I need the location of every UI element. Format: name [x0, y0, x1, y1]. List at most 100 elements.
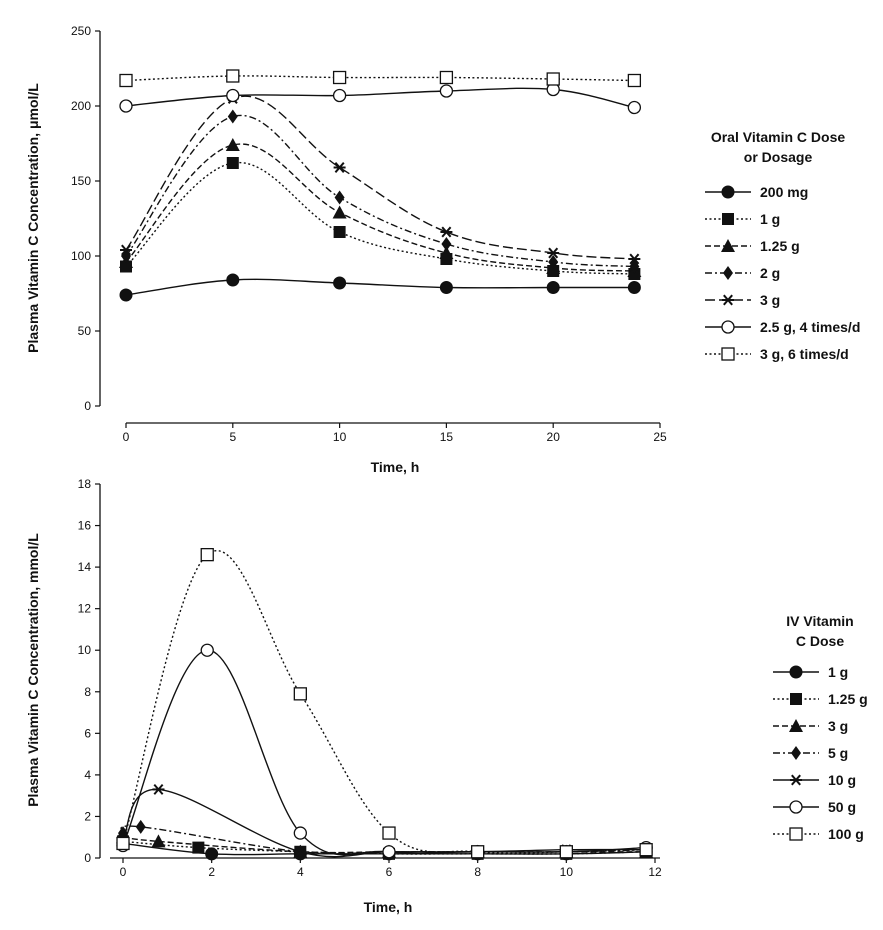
- legend-item: 200 mg: [705, 184, 808, 200]
- legend-marker: [789, 665, 803, 679]
- y-tick-label: 18: [78, 477, 92, 491]
- legend-item: 100 g: [773, 826, 864, 842]
- legend-marker: [721, 320, 735, 334]
- data-point: [225, 138, 240, 151]
- legend-marker: [790, 774, 802, 786]
- legend-label: 3 g: [760, 292, 780, 308]
- legend-label: 1.25 g: [828, 691, 868, 707]
- legend-marker: [789, 800, 803, 814]
- data-point: [293, 687, 307, 701]
- data-point: [639, 843, 653, 857]
- series-100-g: [116, 547, 653, 859]
- data-point: [333, 162, 346, 173]
- legend-label: 5 g: [828, 745, 848, 761]
- data-point: [226, 88, 240, 103]
- legend-item: 50 g: [773, 799, 856, 815]
- legend-marker: [722, 213, 734, 225]
- x-tick-label: 25: [653, 430, 667, 444]
- data-point: [119, 99, 133, 113]
- data-point: [548, 255, 559, 269]
- x-tick-label: 15: [440, 430, 454, 444]
- top-y-axis-label: Plasma Vitamin C Concentration, μmol/L: [25, 83, 41, 353]
- data-point: [200, 547, 214, 562]
- data-point: [441, 237, 452, 251]
- top-legend-title-line2: or Dosage: [744, 149, 813, 165]
- series-line: [122, 550, 647, 855]
- legend-label: 10 g: [828, 772, 856, 788]
- legend-marker: [789, 719, 803, 732]
- y-tick-label: 0: [84, 851, 91, 865]
- top-series-group: [119, 69, 642, 302]
- legend-label: 3 g: [828, 718, 848, 734]
- y-tick-label: 4: [84, 768, 91, 782]
- top-legend-title-line1: Oral Vitamin C Dose: [711, 129, 846, 145]
- data-point: [152, 783, 165, 795]
- x-tick-label: 8: [474, 865, 481, 879]
- data-point: [226, 273, 240, 287]
- data-point: [439, 84, 454, 98]
- x-tick-label: 5: [229, 430, 236, 444]
- bottom-legend-title-line1: IV Vitamin: [786, 613, 853, 629]
- x-tick-label: 10: [560, 865, 574, 879]
- series-50-g: [116, 643, 653, 859]
- legend-marker: [722, 294, 734, 306]
- data-point: [333, 276, 347, 290]
- legend-marker: [721, 347, 735, 361]
- legend-label: 100 g: [828, 826, 864, 842]
- legend-marker: [721, 185, 735, 199]
- data-point: [120, 244, 132, 256]
- data-point: [119, 288, 133, 302]
- legend-item: 3 g: [705, 292, 780, 308]
- x-tick-label: 4: [297, 865, 304, 879]
- y-tick-label: 16: [78, 519, 92, 533]
- y-tick-label: 2: [84, 809, 91, 823]
- data-point: [332, 70, 347, 85]
- series-line: [125, 161, 635, 275]
- data-point: [559, 845, 573, 859]
- x-tick-label: 12: [648, 865, 662, 879]
- legend-marker: [721, 239, 735, 252]
- x-tick-label: 20: [547, 430, 561, 444]
- legend-item: 3 g, 6 times/d: [705, 346, 849, 362]
- legend-item: 1 g: [773, 664, 848, 680]
- data-point: [627, 281, 641, 294]
- legend-marker: [790, 693, 802, 705]
- y-tick-label: 6: [84, 726, 91, 740]
- data-point: [334, 190, 345, 205]
- y-tick-label: 200: [71, 99, 91, 113]
- bottom-y-ticks: 0 2 4 6 8 10 12 14 16 18: [78, 477, 100, 865]
- data-point: [151, 834, 166, 848]
- x-tick-label: 0: [123, 430, 130, 444]
- legend-label: 2.5 g, 4 times/d: [760, 319, 860, 335]
- bottom-legend-title-line2: C Dose: [796, 633, 844, 649]
- x-tick-label: 6: [386, 865, 393, 879]
- data-point: [439, 246, 454, 259]
- data-point: [546, 72, 560, 86]
- legend-label: 2 g: [760, 265, 780, 281]
- data-point: [440, 226, 453, 238]
- data-point: [627, 100, 642, 115]
- data-point: [294, 846, 307, 858]
- legend-label: 1 g: [760, 211, 780, 227]
- bottom-y-axis-label: Plasma Vitamin C Concentration, mmol/L: [25, 533, 41, 807]
- data-point: [333, 226, 346, 238]
- series-200-mg: [119, 273, 641, 302]
- oral-dose-chart: 0 50 100 150 200 250 0 5 10 15 20 25 Time, h Plasm…: [25, 24, 860, 475]
- series-2-g: [121, 109, 640, 274]
- x-tick-label: 10: [333, 430, 347, 444]
- series-1-25-g: [119, 138, 642, 277]
- legend-item: 1 g: [705, 211, 780, 227]
- data-point: [439, 70, 454, 85]
- data-point: [226, 69, 240, 83]
- data-point: [293, 826, 307, 840]
- series-line: [125, 75, 635, 82]
- series-line: [125, 143, 635, 272]
- y-tick-label: 100: [71, 249, 91, 263]
- legend-label: 200 mg: [760, 184, 808, 200]
- top-x-axis-label: Time, h: [371, 459, 420, 475]
- y-tick-label: 50: [78, 324, 92, 338]
- legend-marker: [723, 266, 733, 280]
- y-tick-label: 250: [71, 24, 91, 38]
- legend-marker: [791, 746, 801, 760]
- legend-item: 3 g: [773, 718, 848, 734]
